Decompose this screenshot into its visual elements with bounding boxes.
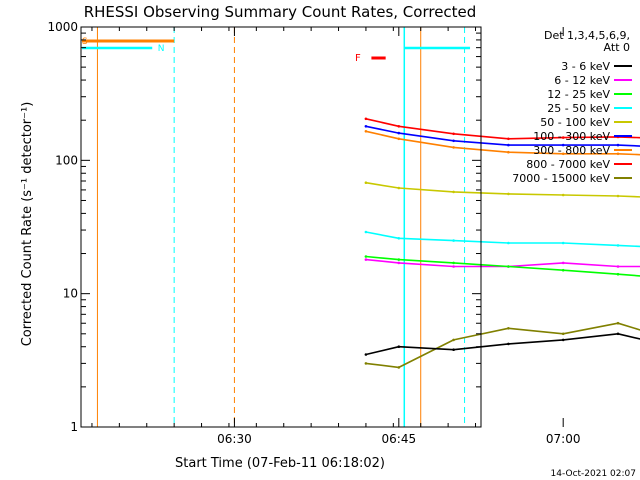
data-point: [507, 143, 510, 147]
data-point: [616, 332, 620, 336]
data-point: [364, 255, 368, 258]
legend-item-label: 100 - 300 keV: [533, 130, 610, 143]
data-point: [507, 342, 510, 346]
data-point: [452, 239, 455, 242]
data-point: [364, 353, 368, 356]
data-point: [364, 181, 368, 184]
data-point: [397, 261, 401, 265]
legend-item-label: 12 - 25 keV: [547, 88, 610, 101]
legend-item-label: 6 - 12 keV: [554, 74, 610, 87]
series-line-6-12kev: [365, 258, 640, 268]
data-point: [397, 366, 401, 369]
y-tick-label: 10: [63, 287, 78, 301]
data-point: [616, 194, 620, 198]
data-point: [616, 265, 620, 268]
data-point: [507, 241, 510, 245]
legend-header-line2: Att 0: [604, 41, 630, 54]
data-point: [397, 186, 401, 190]
data-point: [561, 241, 565, 245]
data-point: [452, 338, 455, 342]
data-point: [452, 261, 455, 265]
series-line-7000-15000kev: [365, 322, 640, 369]
data-point: [364, 230, 368, 234]
data-point: [397, 137, 401, 141]
data-point: [616, 244, 620, 247]
data-point: [507, 327, 510, 330]
data-point: [364, 125, 368, 128]
data-point: [561, 338, 565, 342]
y-tick-label: 1: [70, 420, 78, 434]
data-point: [364, 258, 368, 261]
flag-label-f: F: [355, 53, 361, 64]
legend-item-label: 50 - 100 keV: [540, 116, 610, 129]
data-point: [507, 150, 510, 154]
data-point: [452, 265, 455, 268]
data-point: [561, 332, 565, 336]
series-line-25-50kev: [365, 231, 640, 248]
flag-label-n: N: [158, 44, 165, 54]
legend-item-label: 3 - 6 keV: [561, 60, 610, 73]
data-point: [616, 321, 620, 325]
data-point: [452, 132, 455, 136]
series-line-300-800kev: [365, 130, 640, 156]
data-point: [364, 362, 368, 365]
series-line-12-25kev: [365, 255, 640, 277]
data-point: [397, 345, 401, 349]
data-point: [507, 137, 510, 141]
data-point: [364, 117, 368, 121]
series-line-50-100kev: [365, 181, 640, 198]
data-point: [616, 272, 620, 276]
legend-header-line1: Det 1,3,4,5,6,9,: [544, 29, 630, 42]
y-axis-label: Corrected Count Rate (s⁻¹ detector⁻¹): [20, 102, 35, 347]
timestamp: 14-Oct-2021 02:07: [551, 469, 636, 479]
series-line-100-300kev: [365, 125, 640, 147]
x-tick-label: 06:45: [382, 432, 417, 446]
data-point: [561, 143, 565, 147]
series-line-800-7000kev: [365, 118, 640, 140]
data-point: [364, 130, 368, 133]
plot-frame: [80, 26, 482, 428]
data-point: [561, 268, 565, 272]
series-line-3-6kev: [365, 332, 640, 356]
flag-label-s: S: [82, 37, 88, 47]
x-axis-label: Start Time (07-Feb-11 06:18:02): [175, 456, 385, 471]
legend-item-label: 800 - 7000 keV: [526, 158, 610, 171]
data-point: [507, 265, 510, 268]
data-point: [561, 136, 565, 139]
data-point: [397, 125, 401, 128]
data-point: [507, 192, 510, 196]
data-point: [616, 143, 620, 147]
legend-item-label: 7000 - 15000 keV: [512, 172, 610, 185]
legend-item-label: 25 - 50 keV: [547, 102, 610, 115]
data-point: [397, 131, 401, 135]
y-tick-label: 100: [55, 153, 78, 167]
x-tick-label: 07:00: [546, 432, 581, 446]
data-point: [616, 152, 620, 156]
data-point: [452, 146, 455, 149]
y-tick-label: 1000: [47, 20, 78, 34]
data-point: [452, 348, 455, 352]
chart-title: RHESSI Observing Summary Count Rates, Co…: [84, 3, 477, 21]
data-point: [561, 193, 565, 197]
data-point: [397, 237, 401, 240]
data-point: [561, 261, 565, 265]
data-point: [452, 139, 455, 143]
legend-item-label: 300 - 800 keV: [533, 144, 610, 157]
x-tick-label: 06:30: [217, 432, 252, 446]
data-point: [452, 190, 455, 194]
data-point: [397, 258, 401, 261]
data-point: [561, 152, 565, 156]
